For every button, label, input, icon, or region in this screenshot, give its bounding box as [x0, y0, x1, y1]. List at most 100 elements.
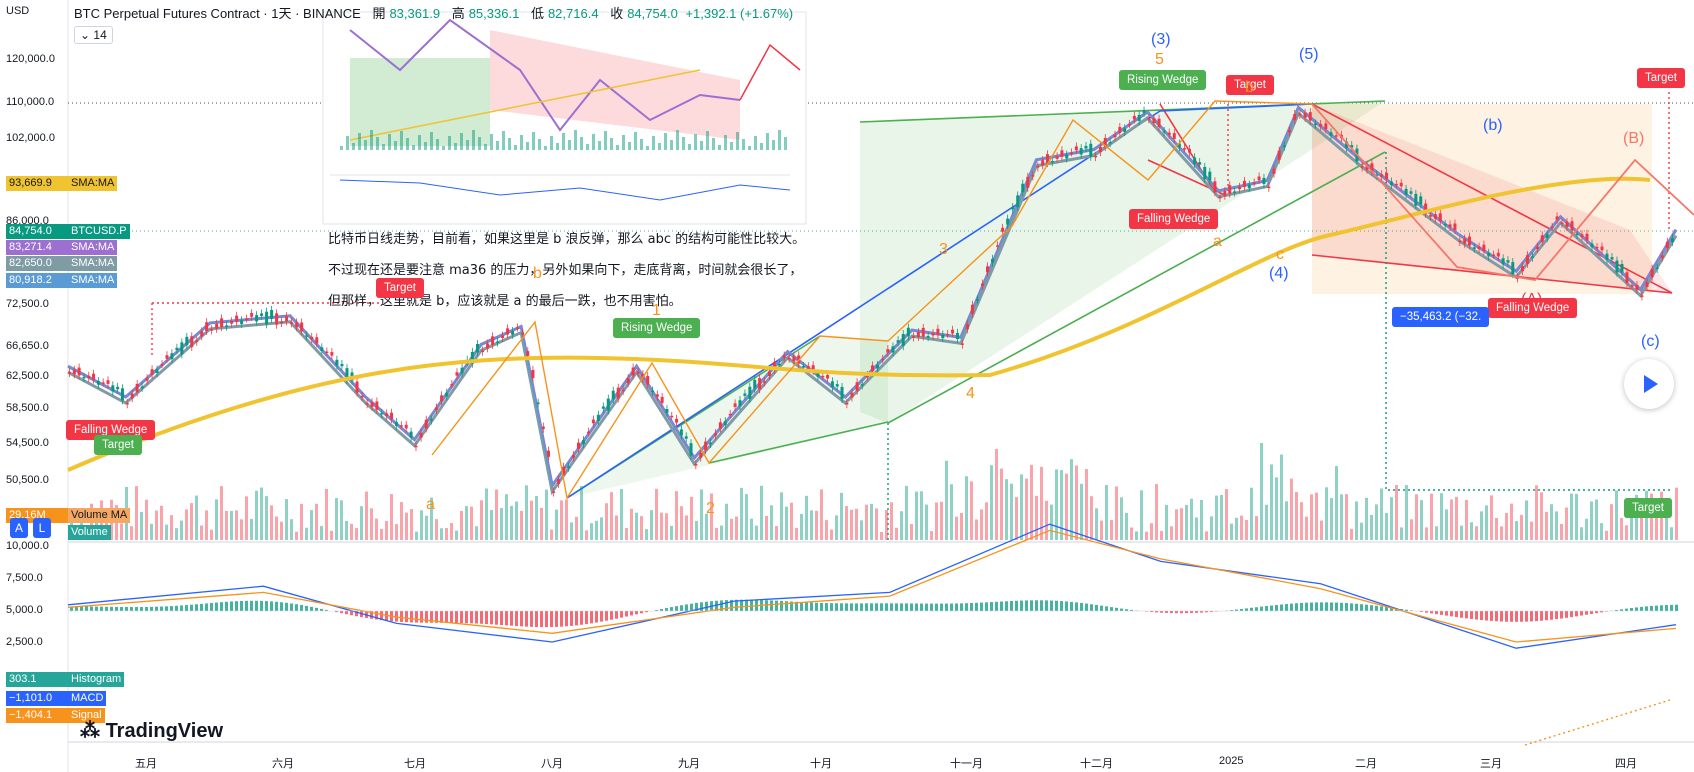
candle-body — [1223, 191, 1227, 196]
histogram-bar — [540, 611, 543, 628]
volume-bar — [1265, 504, 1268, 540]
volume-bar — [950, 484, 953, 540]
candle-body — [1094, 155, 1098, 158]
histogram-bar — [480, 611, 483, 624]
volume-bar — [1080, 483, 1083, 540]
candle-body — [767, 371, 771, 377]
candle-body — [679, 429, 683, 436]
candle-body — [1350, 145, 1354, 148]
pattern-tag[interactable]: Target — [1624, 498, 1672, 518]
histogram-bar — [1330, 602, 1333, 611]
histogram-bar — [970, 603, 973, 611]
histogram-bar — [225, 601, 228, 611]
inset-vol — [358, 133, 361, 150]
histogram-bar — [920, 603, 923, 611]
pattern-tag[interactable]: Target — [376, 278, 424, 298]
volume-bar — [135, 486, 138, 540]
candle-body — [501, 335, 505, 338]
candle-body — [921, 327, 925, 337]
volume-bar — [445, 528, 448, 540]
log-scale-button[interactable]: L — [33, 518, 51, 538]
auto-scale-button[interactable]: A — [10, 518, 28, 538]
volume-bar — [200, 525, 203, 540]
candle-body — [175, 347, 179, 351]
histogram-bar — [1620, 609, 1623, 611]
wave-label: 1 — [652, 302, 661, 319]
pattern-tag[interactable]: Rising Wedge — [613, 318, 701, 338]
histogram-bar — [555, 611, 558, 627]
histogram-bar — [1060, 601, 1063, 611]
volume-bar — [540, 507, 543, 540]
wave-label: 4 — [966, 385, 975, 402]
volume-bar — [860, 520, 863, 540]
wave-label: b — [533, 265, 542, 282]
volume-bar — [335, 498, 338, 540]
candle-body — [1458, 240, 1462, 243]
inset-vol — [430, 132, 433, 150]
candle-body — [830, 381, 834, 388]
pattern-tag[interactable]: Falling Wedge — [1488, 298, 1578, 318]
candle-body — [591, 419, 595, 424]
histogram-bar — [1290, 603, 1293, 611]
candle-body — [1550, 226, 1554, 229]
histogram-bar — [1355, 603, 1358, 611]
pattern-tag[interactable]: Falling Wedge — [1129, 209, 1219, 229]
volume-bar — [305, 527, 308, 540]
volume-bar — [875, 508, 878, 540]
interval-toggle[interactable]: ⌄ 14 — [74, 26, 113, 44]
volume-bar — [1630, 501, 1633, 540]
candle-body — [926, 335, 930, 338]
candle-body — [1370, 163, 1374, 173]
candle-body — [1399, 182, 1403, 187]
pattern-tag[interactable]: Falling Wedge — [66, 420, 156, 440]
histogram-bar — [1055, 600, 1058, 611]
symbol-header[interactable]: BTC Perpetual Futures Contract · 1天 · BI… — [74, 3, 793, 22]
candle-body — [567, 466, 571, 468]
histogram-bar — [1335, 602, 1338, 611]
histogram-bar — [1505, 611, 1508, 622]
inset-vol — [592, 134, 595, 150]
play-replay-button[interactable] — [1624, 359, 1674, 409]
histogram-bar — [1105, 606, 1108, 611]
candle-body — [1595, 246, 1599, 249]
volume-bar — [1420, 500, 1423, 540]
pattern-tag[interactable]: Rising Wedge — [1119, 70, 1207, 90]
volume-bar — [430, 497, 433, 540]
inset-vol — [778, 130, 781, 150]
histogram-bar — [420, 611, 423, 623]
histogram-bar — [530, 611, 533, 627]
volume-bar — [1050, 504, 1053, 540]
candle-body — [1257, 176, 1261, 181]
volume-bar — [1640, 498, 1643, 540]
volume-bar — [760, 485, 763, 540]
candle-body — [1433, 214, 1437, 219]
symbol-title[interactable]: BTC Perpetual Futures Contract · 1天 · BI… — [74, 6, 361, 21]
volume-bar — [1380, 488, 1383, 540]
volume-bar — [1200, 500, 1203, 540]
wave-label: (5) — [1299, 46, 1319, 63]
candle-body — [1487, 252, 1491, 257]
histogram-bar — [425, 611, 428, 623]
histogram-bar — [320, 608, 323, 611]
histogram-bar — [915, 603, 918, 611]
candle-body — [1324, 123, 1328, 130]
volume-bar — [185, 509, 188, 540]
pattern-tag[interactable]: Target — [1637, 68, 1685, 88]
volume-bar — [230, 510, 233, 540]
candle-body — [130, 393, 134, 399]
candle-body — [1625, 272, 1629, 283]
volume-bar — [1150, 523, 1153, 540]
candle-body — [1031, 175, 1035, 177]
histogram-bar — [210, 602, 213, 611]
histogram-bar — [1040, 600, 1043, 611]
histogram-bar — [590, 611, 593, 624]
pattern-tag[interactable]: Target — [1226, 75, 1274, 95]
candle-body — [1152, 118, 1156, 124]
candle-body — [1142, 110, 1146, 113]
macd-value: −1,101.0 — [6, 691, 72, 706]
inset-vol — [484, 144, 487, 150]
volume-bar — [325, 488, 328, 540]
pattern-tag[interactable]: −35,463.2 (−32. — [1392, 307, 1490, 327]
pattern-tag[interactable]: Target — [94, 435, 142, 455]
